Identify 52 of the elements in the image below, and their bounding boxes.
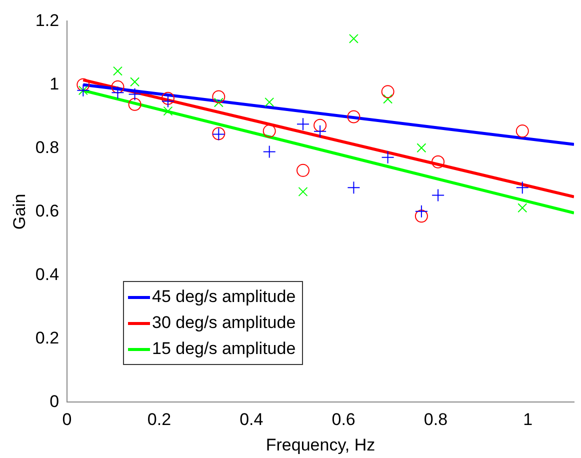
y-tick-label: 1 bbox=[50, 74, 60, 94]
x-tick-label: 0.2 bbox=[147, 410, 172, 430]
point bbox=[111, 80, 124, 94]
point bbox=[161, 92, 174, 105]
point bbox=[264, 97, 274, 107]
y-tick-label: 0.6 bbox=[35, 201, 60, 220]
point bbox=[128, 98, 142, 111]
legend-label: 15 deg/s amplitude bbox=[152, 339, 296, 359]
legend-label: 30 deg/s amplitude bbox=[152, 313, 296, 333]
point bbox=[414, 210, 428, 223]
x-tick-label: 1 bbox=[523, 410, 533, 430]
x-tick-label: 0 bbox=[62, 410, 72, 430]
point bbox=[111, 86, 124, 100]
y-axis-title: Gain bbox=[10, 194, 29, 230]
point bbox=[432, 155, 445, 168]
point bbox=[296, 118, 310, 131]
y-tick-label: 0 bbox=[50, 392, 60, 411]
point bbox=[161, 94, 174, 108]
point bbox=[416, 143, 426, 153]
point bbox=[518, 203, 528, 213]
point bbox=[163, 106, 173, 116]
y-tick-label: 0.8 bbox=[35, 138, 60, 157]
point bbox=[348, 34, 358, 44]
point bbox=[214, 98, 224, 108]
point bbox=[516, 181, 529, 194]
legend-label: 45 deg/s amplitude bbox=[152, 287, 296, 307]
point bbox=[432, 188, 445, 202]
x-tick-label: 0.4 bbox=[240, 410, 264, 430]
point bbox=[314, 118, 327, 132]
x-tick-label: 0.6 bbox=[332, 410, 356, 430]
point bbox=[112, 66, 122, 76]
point bbox=[347, 181, 360, 194]
point bbox=[296, 164, 310, 177]
point bbox=[212, 90, 226, 104]
point bbox=[414, 204, 428, 218]
point bbox=[76, 78, 90, 92]
point bbox=[383, 94, 393, 104]
point bbox=[381, 150, 394, 164]
point bbox=[130, 77, 140, 87]
point bbox=[516, 124, 529, 138]
point bbox=[262, 145, 276, 158]
point bbox=[262, 124, 276, 138]
point bbox=[128, 88, 142, 101]
y-tick-label: 1.2 bbox=[35, 10, 60, 30]
point bbox=[314, 124, 327, 138]
point bbox=[298, 186, 308, 196]
y-tick-label: 0.2 bbox=[35, 328, 60, 348]
point bbox=[347, 110, 360, 124]
point bbox=[381, 85, 394, 98]
y-tick-label: 0.4 bbox=[35, 264, 60, 284]
x-tick-label: 0.8 bbox=[424, 410, 448, 430]
x-axis-title: Frequency, Hz bbox=[266, 435, 376, 454]
